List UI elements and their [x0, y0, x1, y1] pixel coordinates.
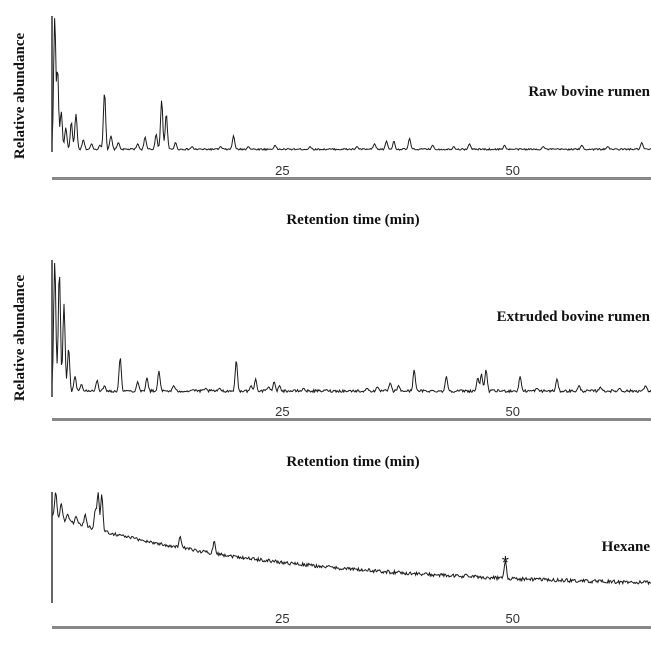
x-tick-label: 25	[275, 163, 289, 178]
x-tick-label: 50	[506, 163, 520, 178]
panel-hexane: Hexane * 25 50	[51, 492, 651, 629]
chromatogram-line	[51, 18, 651, 152]
x-tick-label: 50	[506, 404, 520, 419]
chromatogram-line	[51, 262, 651, 394]
trace-extruded-bovine-rumen	[51, 262, 651, 394]
x-tick-label: 50	[506, 611, 520, 626]
x-axis-raw: 25 50	[51, 16, 651, 180]
x-axis-hexane: 25 50	[51, 492, 651, 629]
peak-marker-asterisk: *	[502, 553, 509, 573]
x-axis-bar	[52, 626, 651, 629]
sample-label-extruded: Extruded bovine rumen	[497, 309, 651, 325]
x-axis-extruded: 25 50	[51, 260, 651, 421]
x-axis-title-extruded: Retention time (min)	[286, 454, 419, 470]
x-axis-title-raw: Retention time (min)	[286, 212, 419, 228]
y-axis-label-raw: Relative abundance	[12, 33, 28, 160]
trace-raw-bovine-rumen	[51, 18, 651, 152]
x-tick-label: 25	[275, 611, 289, 626]
x-axis-bar	[52, 177, 651, 180]
x-tick-label: 25	[275, 404, 289, 419]
panel-raw-bovine-rumen: Relative abundance Raw bovine rumen 25 50…	[12, 16, 651, 228]
sample-label-hexane: Hexane	[602, 539, 651, 555]
chromatogram-line	[51, 492, 651, 586]
trace-hexane	[51, 492, 651, 586]
y-axis-label-extruded: Relative abundance	[12, 275, 28, 402]
sample-label-raw: Raw bovine rumen	[528, 84, 650, 100]
x-axis-bar	[52, 418, 651, 421]
panel-extruded-bovine-rumen: Relative abundance Extruded bovine rumen…	[12, 260, 651, 470]
